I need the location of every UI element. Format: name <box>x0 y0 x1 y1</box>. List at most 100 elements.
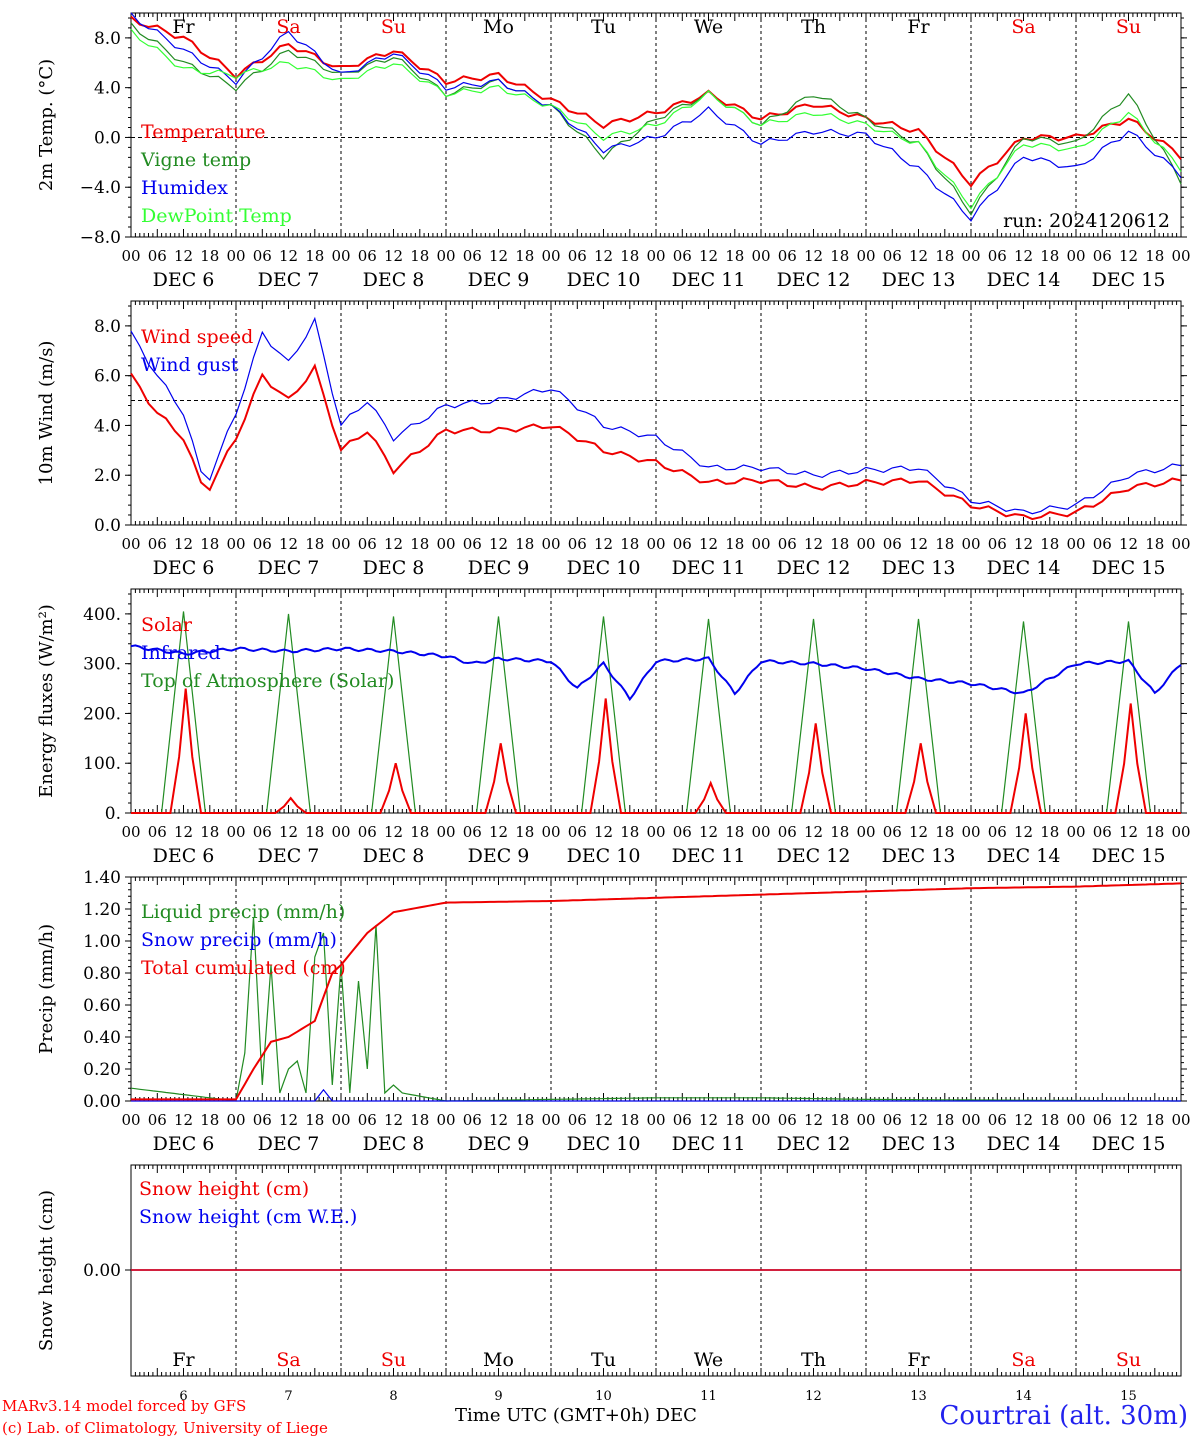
hour-label: 06 <box>463 1111 482 1129</box>
hour-label: 00 <box>121 823 140 841</box>
hour-label: 06 <box>883 247 902 265</box>
y-tick-label: 0.00 <box>83 1261 121 1281</box>
hour-label: 12 <box>489 1111 508 1129</box>
date-label: DEC 13 <box>882 557 956 579</box>
hour-label: 18 <box>725 535 744 553</box>
date-label: DEC 7 <box>258 269 320 291</box>
hour-label: 12 <box>1119 823 1138 841</box>
hour-label: 06 <box>778 535 797 553</box>
day-number: 13 <box>910 1389 927 1404</box>
series-infrared <box>130 644 1182 702</box>
weekday-label: Su <box>381 1349 406 1371</box>
date-label: DEC 10 <box>567 557 641 579</box>
date-label: DEC 11 <box>672 557 746 579</box>
date-label: DEC 9 <box>468 557 530 579</box>
date-label: DEC 8 <box>363 557 425 579</box>
date-label: DEC 8 <box>363 1133 425 1155</box>
hour-label: 00 <box>436 247 455 265</box>
hour-label: 06 <box>463 535 482 553</box>
hour-label: 06 <box>883 1111 902 1129</box>
hour-label: 18 <box>830 1111 849 1129</box>
hour-label: 00 <box>541 1111 560 1129</box>
hour-label: 06 <box>358 247 377 265</box>
hour-label: 12 <box>174 823 193 841</box>
hour-label: 06 <box>148 535 167 553</box>
date-label: DEC 12 <box>777 1133 851 1155</box>
legend-entry: Total cumulated (cm) <box>141 957 346 979</box>
weekday-label: Fr <box>907 1349 930 1371</box>
hour-label: 06 <box>883 535 902 553</box>
hour-label: 06 <box>358 1111 377 1129</box>
hour-label: 06 <box>568 823 587 841</box>
hour-label: 00 <box>1171 1111 1190 1129</box>
hour-label: 00 <box>646 1111 665 1129</box>
run-annotation: run: 2024120612 <box>1003 210 1170 232</box>
hour-ticks <box>130 1165 1182 1376</box>
hour-label: 00 <box>856 1111 875 1129</box>
hour-label: 12 <box>594 535 613 553</box>
weekday-label: We <box>694 1349 723 1371</box>
hour-label: 12 <box>909 1111 928 1129</box>
hour-label: 00 <box>856 247 875 265</box>
weekday-label: Th <box>801 16 826 38</box>
weekday-label: Mo <box>483 1349 514 1371</box>
legend-entry: Vigne temp <box>140 149 251 171</box>
hour-label: 06 <box>988 535 1007 553</box>
hour-label: 00 <box>646 247 665 265</box>
hour-ticks <box>130 13 1182 237</box>
y-tick-label: 0.20 <box>83 1060 121 1080</box>
day-number: 15 <box>1120 1389 1137 1404</box>
hour-label: 06 <box>253 247 272 265</box>
date-label: DEC 9 <box>468 269 530 291</box>
hour-label: 18 <box>305 823 324 841</box>
hour-label: 18 <box>1145 535 1164 553</box>
date-label: DEC 11 <box>672 1133 746 1155</box>
hour-label: 00 <box>646 535 665 553</box>
hour-label: 12 <box>804 247 823 265</box>
hour-label: 00 <box>541 823 560 841</box>
panel-2: 0.0 2.0 4.0 6.0 8.0 10m Wind (m/s) 00 06 12 18 DEC… <box>36 300 1191 579</box>
hour-label: 18 <box>935 1111 954 1129</box>
hour-label: 06 <box>358 823 377 841</box>
hour-label: 06 <box>358 535 377 553</box>
hour-label: 00 <box>1171 535 1190 553</box>
hour-label: 00 <box>1066 247 1085 265</box>
y-tick-label: 1.20 <box>83 900 121 920</box>
hour-label: 00 <box>751 535 770 553</box>
y-tick-label: 1.40 <box>83 868 121 888</box>
hour-label: 06 <box>463 823 482 841</box>
hour-label: 06 <box>988 247 1007 265</box>
y-tick-label: 0.60 <box>83 996 121 1016</box>
hour-label: 12 <box>594 823 613 841</box>
hour-label: 12 <box>699 1111 718 1129</box>
hour-label: 12 <box>909 247 928 265</box>
hour-label: 12 <box>279 535 298 553</box>
hour-label: 06 <box>673 247 692 265</box>
date-label: DEC 10 <box>567 1133 641 1155</box>
hour-label: 00 <box>961 1111 980 1129</box>
hour-label: 06 <box>883 823 902 841</box>
hour-label: 12 <box>909 535 928 553</box>
date-label: DEC 14 <box>987 269 1061 291</box>
hour-label: 18 <box>305 535 324 553</box>
y-tick-label: 2.0 <box>94 466 121 486</box>
hour-label: 12 <box>384 535 403 553</box>
weekday-label: Fr <box>172 1349 195 1371</box>
hour-label: 12 <box>699 247 718 265</box>
hour-label: 12 <box>384 823 403 841</box>
time-axis-label: Time UTC (GMT+0h) DEC <box>455 1405 697 1426</box>
hour-label: 00 <box>961 535 980 553</box>
date-label: DEC 14 <box>987 1133 1061 1155</box>
hour-label: 00 <box>646 823 665 841</box>
hour-label: 12 <box>279 247 298 265</box>
series-wind-speed <box>130 363 1182 521</box>
date-label: DEC 6 <box>153 269 215 291</box>
series-total-cumulated-cm- <box>131 882 1182 1101</box>
y-tick-label: 100. <box>83 754 121 774</box>
hour-label: 18 <box>515 247 534 265</box>
hour-label: 12 <box>174 247 193 265</box>
hour-label: 12 <box>804 1111 823 1129</box>
legend-entry: DewPoint Temp <box>141 205 292 227</box>
hour-label: 06 <box>673 1111 692 1129</box>
y-minor-ticks <box>128 876 1184 1102</box>
